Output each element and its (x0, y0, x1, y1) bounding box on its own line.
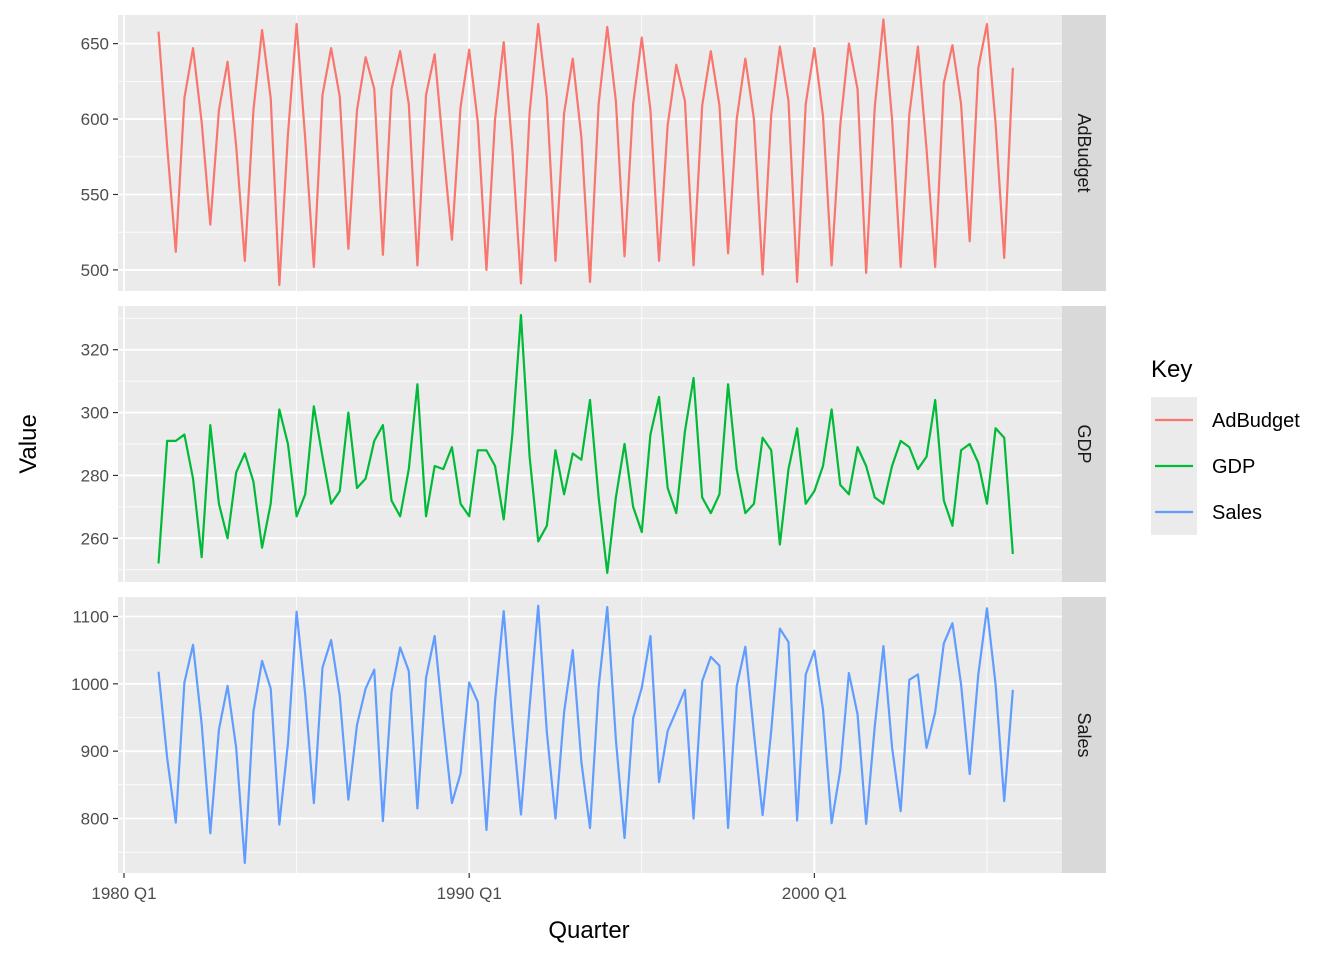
panel-gdp: 260 280 300 320 GDP (81, 306, 1106, 582)
legend-label-sales: Sales (1212, 502, 1262, 524)
y-tick-label: 550 (81, 185, 109, 204)
legend-label-gdp: GDP (1212, 456, 1255, 478)
panels-layer: 500 550 600 650 AdBudget 260 280 300 320 GDP 800 90… (71, 15, 1106, 873)
panel-background (118, 15, 1062, 291)
facet-strip (1062, 597, 1106, 873)
x-tick-label: 2000 Q1 (782, 884, 847, 903)
y-tick-label: 900 (81, 742, 109, 761)
x-tick-label: 1980 Q1 (91, 884, 156, 903)
y-tick-label: 320 (81, 341, 109, 360)
legend: Key AdBudget GDP Sales (1151, 356, 1300, 535)
series-line-sales (157, 604, 1014, 865)
y-tick-label: 650 (81, 35, 109, 54)
y-tick-label: 600 (81, 110, 109, 129)
y-tick-label: 300 (81, 404, 109, 423)
y-tick-label: 1100 (72, 607, 109, 626)
panel-sales: 800 900 1000 1100 Sales (71, 597, 1106, 873)
series-line-adbudget (157, 18, 1014, 287)
facet-strip-label: GDP (1074, 424, 1094, 463)
legend-label-adbudget: AdBudget (1212, 410, 1300, 432)
y-tick-label: 1000 (71, 675, 109, 694)
facet-strip (1062, 306, 1106, 582)
x-axis: 1980 Q1 1990 Q1 2000 Q1 (91, 873, 847, 903)
panel-adbudget: 500 550 600 650 AdBudget (81, 15, 1106, 291)
facet-strip-label: AdBudget (1074, 113, 1094, 192)
facet-strip (1062, 15, 1106, 291)
x-axis-title: Quarter (548, 917, 629, 944)
x-tick-label: 1990 Q1 (437, 884, 502, 903)
y-tick-label: 280 (81, 466, 109, 485)
panel-background (118, 597, 1062, 873)
y-tick-label: 800 (81, 810, 109, 829)
legend-title: Key (1151, 356, 1192, 383)
y-tick-label: 260 (81, 529, 109, 548)
series-line-gdp (157, 314, 1014, 574)
facet-strip-label: Sales (1074, 712, 1094, 757)
y-tick-label: 500 (81, 261, 109, 280)
y-axis-title: Value (15, 414, 42, 474)
